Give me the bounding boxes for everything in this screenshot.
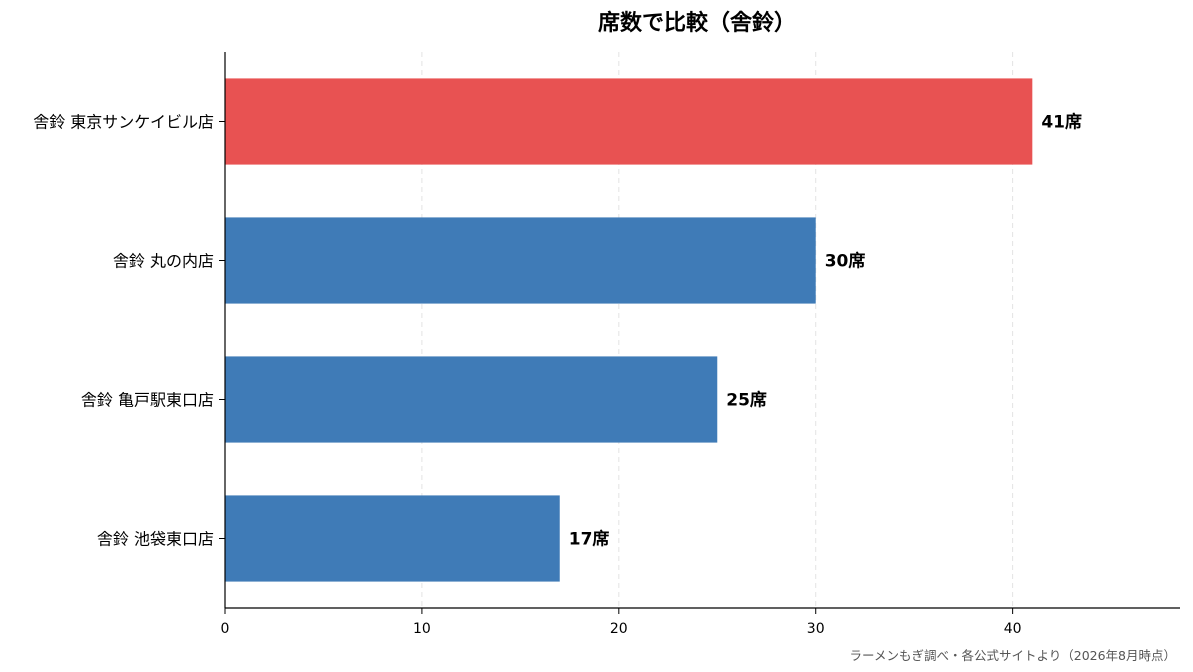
x-tick-label-10: 10 [413, 621, 431, 637]
category-label-4: 舎鈴 池袋東口店 [97, 530, 214, 549]
value-label-1: 41席 [1041, 112, 1082, 133]
x-tick-label-30: 30 [807, 621, 825, 637]
axes [219, 52, 1180, 614]
value-label-4: 17席 [569, 529, 610, 550]
x-tick-label-0: 0 [221, 621, 230, 637]
chart-title: 席数で比較（舎鈴） [598, 10, 796, 36]
bar-2 [225, 217, 816, 304]
labels: 41席 舎鈴 東京サンケイビル店 30席 舎鈴 丸の内店 25席 舎鈴 亀戸駅東口店 17席… [33, 112, 1082, 638]
value-label-3: 25席 [726, 390, 767, 411]
source-note: ラーメンもぎ調べ・各公式サイトより（2026年8月時点） [849, 648, 1176, 663]
bar-1 [225, 78, 1033, 165]
category-label-2: 舎鈴 丸の内店 [113, 252, 214, 271]
x-tick-label-40: 40 [1004, 621, 1022, 637]
value-label-2: 30席 [825, 251, 866, 272]
x-tick-label-20: 20 [610, 621, 628, 637]
category-label-3: 舎鈴 亀戸駅東口店 [81, 391, 214, 410]
bar-4 [225, 495, 560, 582]
bar-3 [225, 356, 718, 443]
bars [225, 78, 1033, 582]
category-label-1: 舎鈴 東京サンケイビル店 [33, 113, 214, 132]
